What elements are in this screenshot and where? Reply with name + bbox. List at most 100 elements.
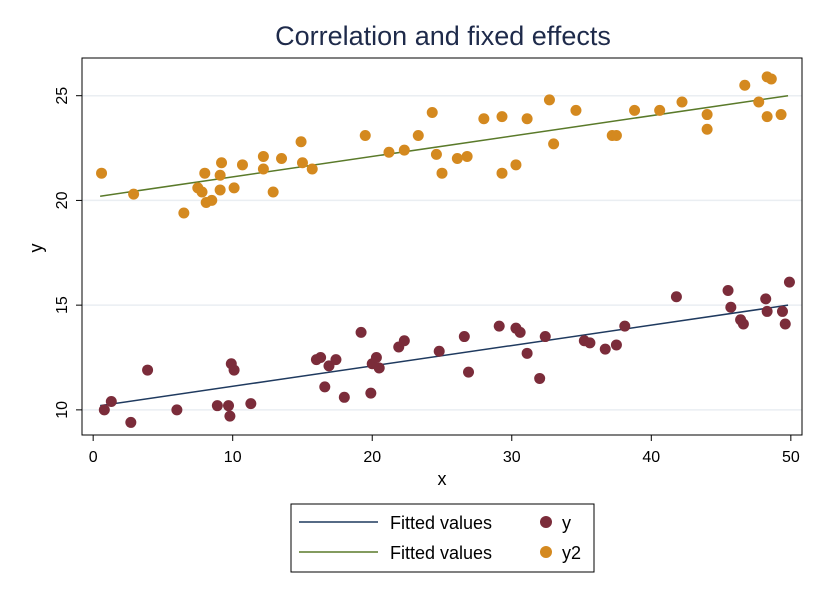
y-tick-label-20: 20: [54, 191, 71, 209]
point-y-44: [761, 305, 773, 317]
point-y-43: [760, 293, 772, 305]
point-y2-0: [96, 167, 108, 179]
x-tick-label-10: 10: [224, 449, 242, 466]
x-tick-label-40: 40: [642, 449, 660, 466]
point-y2-41: [676, 96, 688, 108]
point-y2-23: [412, 129, 424, 141]
point-y2-15: [267, 186, 279, 198]
point-y-36: [610, 339, 622, 351]
point-y-38: [670, 291, 682, 303]
point-y2-36: [570, 104, 582, 116]
point-y-24: [433, 345, 445, 357]
point-y-39: [722, 284, 734, 296]
point-y-23: [398, 335, 410, 347]
point-y2-46: [761, 111, 773, 123]
point-y-20: [370, 352, 382, 364]
point-y2-17: [295, 136, 307, 148]
point-y2-5: [199, 167, 211, 179]
point-y-15: [330, 354, 342, 366]
legend-label-fitted-values-y2: Fitted values: [390, 543, 492, 563]
point-y2-32: [510, 159, 522, 171]
point-y2-11: [228, 182, 240, 194]
point-y2-25: [430, 148, 442, 160]
point-y-46: [779, 318, 791, 330]
point-y-18: [365, 387, 377, 399]
point-y-27: [493, 320, 505, 332]
y-tick-label-15: 15: [54, 296, 71, 314]
fit-line-y: [100, 304, 789, 407]
point-y2-40: [654, 104, 666, 116]
point-y-13: [319, 381, 331, 393]
plot-frame: [81, 57, 803, 436]
point-y-1: [105, 395, 117, 407]
point-y2-39: [629, 104, 641, 116]
legend-swatch-y: [540, 516, 552, 528]
point-y-26: [463, 366, 475, 378]
x-tick-label-30: 30: [503, 449, 521, 466]
point-y2-4: [196, 186, 208, 198]
point-y2-29: [478, 113, 490, 125]
point-y-12: [315, 352, 327, 364]
x-axis-ticks: 0 10 20 30 40 50: [89, 435, 800, 466]
point-y-32: [539, 331, 551, 343]
point-y2-21: [383, 146, 395, 158]
point-y-29: [514, 326, 526, 338]
legend-label-y2: y2: [562, 543, 581, 563]
point-y2-31: [496, 111, 508, 123]
point-y-47: [783, 276, 795, 288]
point-y2-22: [398, 144, 410, 156]
fit-lines: [100, 94, 789, 407]
y-tick-label-10: 10: [54, 401, 71, 419]
point-y-42: [737, 318, 749, 330]
point-y2-7: [206, 194, 218, 206]
point-y2-19: [306, 163, 318, 175]
x-tick-label-50: 50: [782, 449, 800, 466]
point-y-25: [458, 331, 470, 343]
x-tick-label-0: 0: [89, 449, 98, 466]
point-y-0: [98, 404, 110, 416]
point-y2-1: [128, 188, 140, 200]
point-y-5: [211, 400, 223, 412]
legend-label-y: y: [562, 513, 571, 533]
point-y2-2: [178, 207, 190, 219]
point-y-4: [171, 404, 183, 416]
point-y2-43: [701, 123, 713, 135]
point-y-45: [776, 305, 788, 317]
point-y2-20: [359, 129, 371, 141]
point-y-7: [224, 410, 236, 422]
point-y2-38: [610, 129, 622, 141]
point-y2-14: [257, 150, 269, 162]
chart-title: Correlation and fixed effects: [275, 21, 611, 51]
point-y2-42: [701, 109, 713, 121]
point-y2-18: [296, 157, 308, 169]
point-y2-49: [775, 109, 787, 121]
point-y-9: [228, 364, 240, 376]
y-axis-ticks: 10 15 20 25: [54, 87, 82, 419]
y-axis-label: y: [26, 244, 46, 253]
point-y-35: [599, 343, 611, 355]
point-y-6: [223, 400, 235, 412]
point-y2-48: [765, 73, 777, 85]
point-y-31: [534, 372, 546, 384]
legend-label-fitted-values-y: Fitted values: [390, 513, 492, 533]
data-points: [96, 71, 795, 428]
point-y-10: [245, 398, 257, 410]
point-y-34: [584, 337, 596, 349]
x-tick-label-20: 20: [363, 449, 381, 466]
point-y2-35: [548, 138, 560, 150]
point-y2-34: [543, 94, 555, 106]
point-y2-12: [236, 159, 248, 171]
point-y2-30: [496, 167, 508, 179]
point-y2-45: [753, 96, 765, 108]
point-y2-28: [461, 150, 473, 162]
point-y2-13: [257, 163, 269, 175]
point-y-17: [355, 326, 367, 338]
legend-box: [290, 503, 595, 573]
point-y-37: [619, 320, 631, 332]
point-y2-44: [739, 79, 751, 91]
point-y2-24: [426, 106, 438, 118]
point-y-16: [338, 391, 350, 403]
point-y-21: [373, 362, 385, 374]
